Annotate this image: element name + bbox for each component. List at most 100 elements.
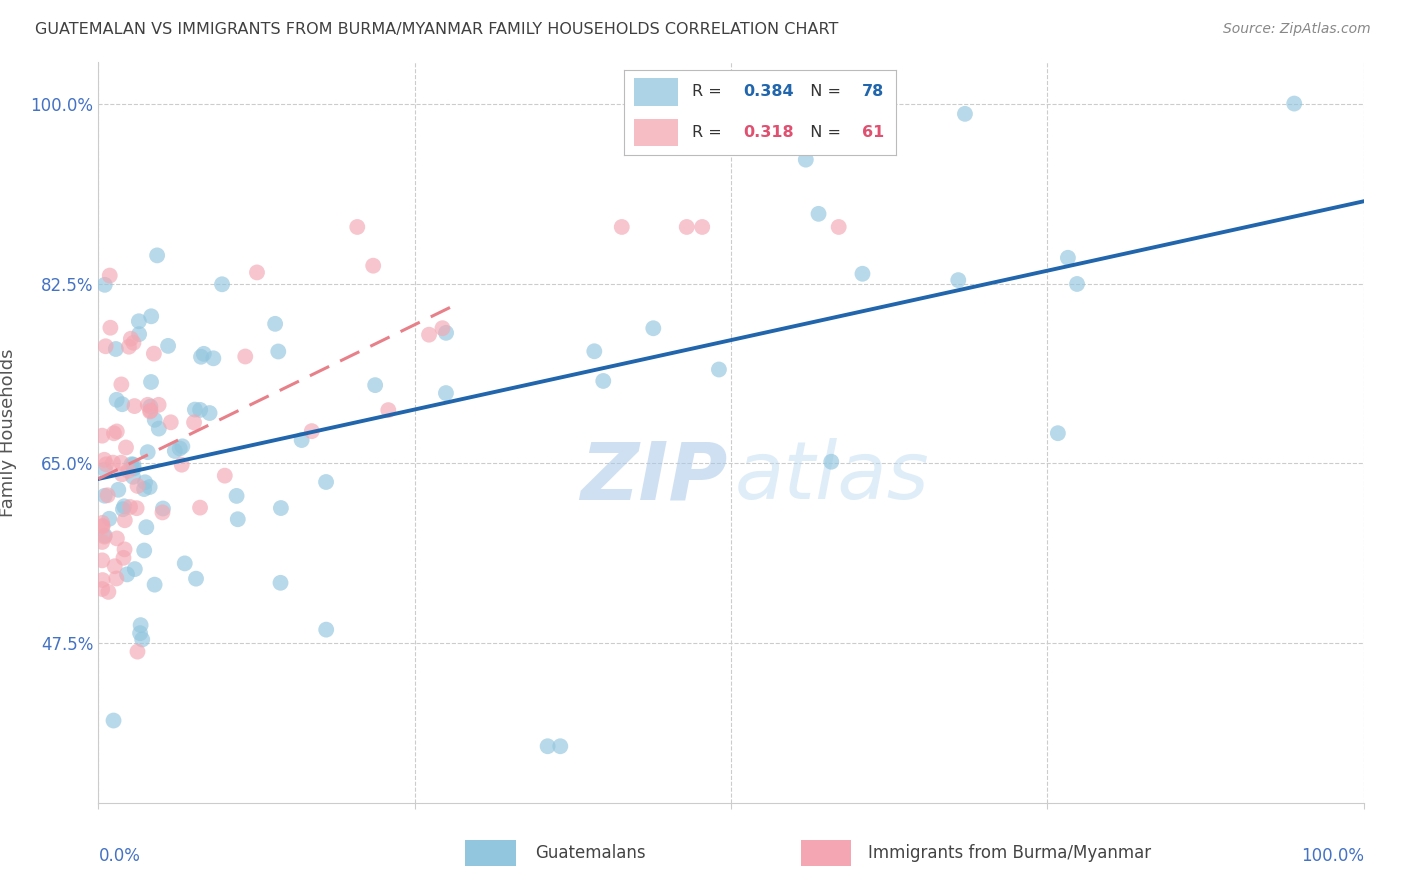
Point [139,403,162,417]
Point [233,350,256,364]
Point [122,461,145,475]
Point [1057,251,1080,265]
Point [139,404,162,418]
Point [291,433,314,447]
Point [121,457,143,471]
Point [690,219,713,234]
Point [202,351,225,366]
Point [110,377,132,392]
Point [122,335,145,350]
Point [122,458,145,472]
Point [143,413,166,427]
Point [101,456,124,470]
Point [91,428,114,442]
Point [114,542,136,557]
Point [264,317,287,331]
Point [103,426,125,441]
Point [188,403,211,417]
Point [828,219,851,234]
Point [120,500,142,514]
Point [100,320,122,334]
Point [157,339,180,353]
Point [112,550,135,565]
Point [139,375,162,389]
Point [434,386,457,401]
Point [948,273,970,287]
Point [111,502,134,516]
Point [127,645,149,659]
Point [794,153,817,167]
Point [125,501,148,516]
Point [91,553,114,567]
Point [111,397,134,411]
Point [115,441,138,455]
Point [91,573,114,587]
Point [173,557,195,571]
Point [225,489,247,503]
Point [129,618,152,632]
Point [184,402,207,417]
Point [110,456,132,470]
Point [143,577,166,591]
Point [128,314,150,328]
Point [134,543,156,558]
Point [115,567,138,582]
Point [1282,96,1305,111]
Point [418,327,440,342]
Point [124,399,146,413]
Point [434,326,457,340]
Point [91,516,114,530]
Point [112,500,135,514]
Point [361,259,384,273]
Point [122,470,145,484]
Point [198,406,221,420]
Point [114,513,136,527]
Point [172,439,194,453]
Point [226,512,249,526]
Point [93,277,117,292]
Point [163,444,186,458]
Point [270,501,292,516]
Point [675,219,697,234]
Point [170,458,193,472]
Point [135,520,157,534]
Point [548,739,571,754]
Point [93,452,115,467]
Point [583,344,606,359]
Text: ZIP: ZIP [579,438,727,516]
Point [98,268,121,283]
Point [111,467,134,482]
Point [364,378,387,392]
Point [142,346,165,360]
Point [1046,426,1069,441]
Point [184,572,207,586]
Point [124,562,146,576]
Point [610,219,633,234]
Point [104,342,127,356]
Point [267,344,290,359]
Point [136,398,159,412]
Point [97,585,120,599]
Point [117,464,139,478]
Point [93,462,117,476]
Point [148,421,170,435]
Point [93,489,117,503]
Point [148,398,170,412]
Point [103,714,125,728]
Point [169,442,191,456]
Point [315,623,337,637]
Point [105,532,128,546]
Point [91,519,114,533]
Point [707,362,730,376]
Point [118,340,141,354]
Point [93,528,117,542]
Point [105,572,128,586]
Point [152,505,174,519]
Point [301,424,323,438]
Text: atlas: atlas [735,438,929,516]
Point [105,425,128,439]
Point [346,219,368,234]
Point [107,483,129,497]
Point [183,416,205,430]
Y-axis label: Family Households: Family Households [0,349,17,516]
